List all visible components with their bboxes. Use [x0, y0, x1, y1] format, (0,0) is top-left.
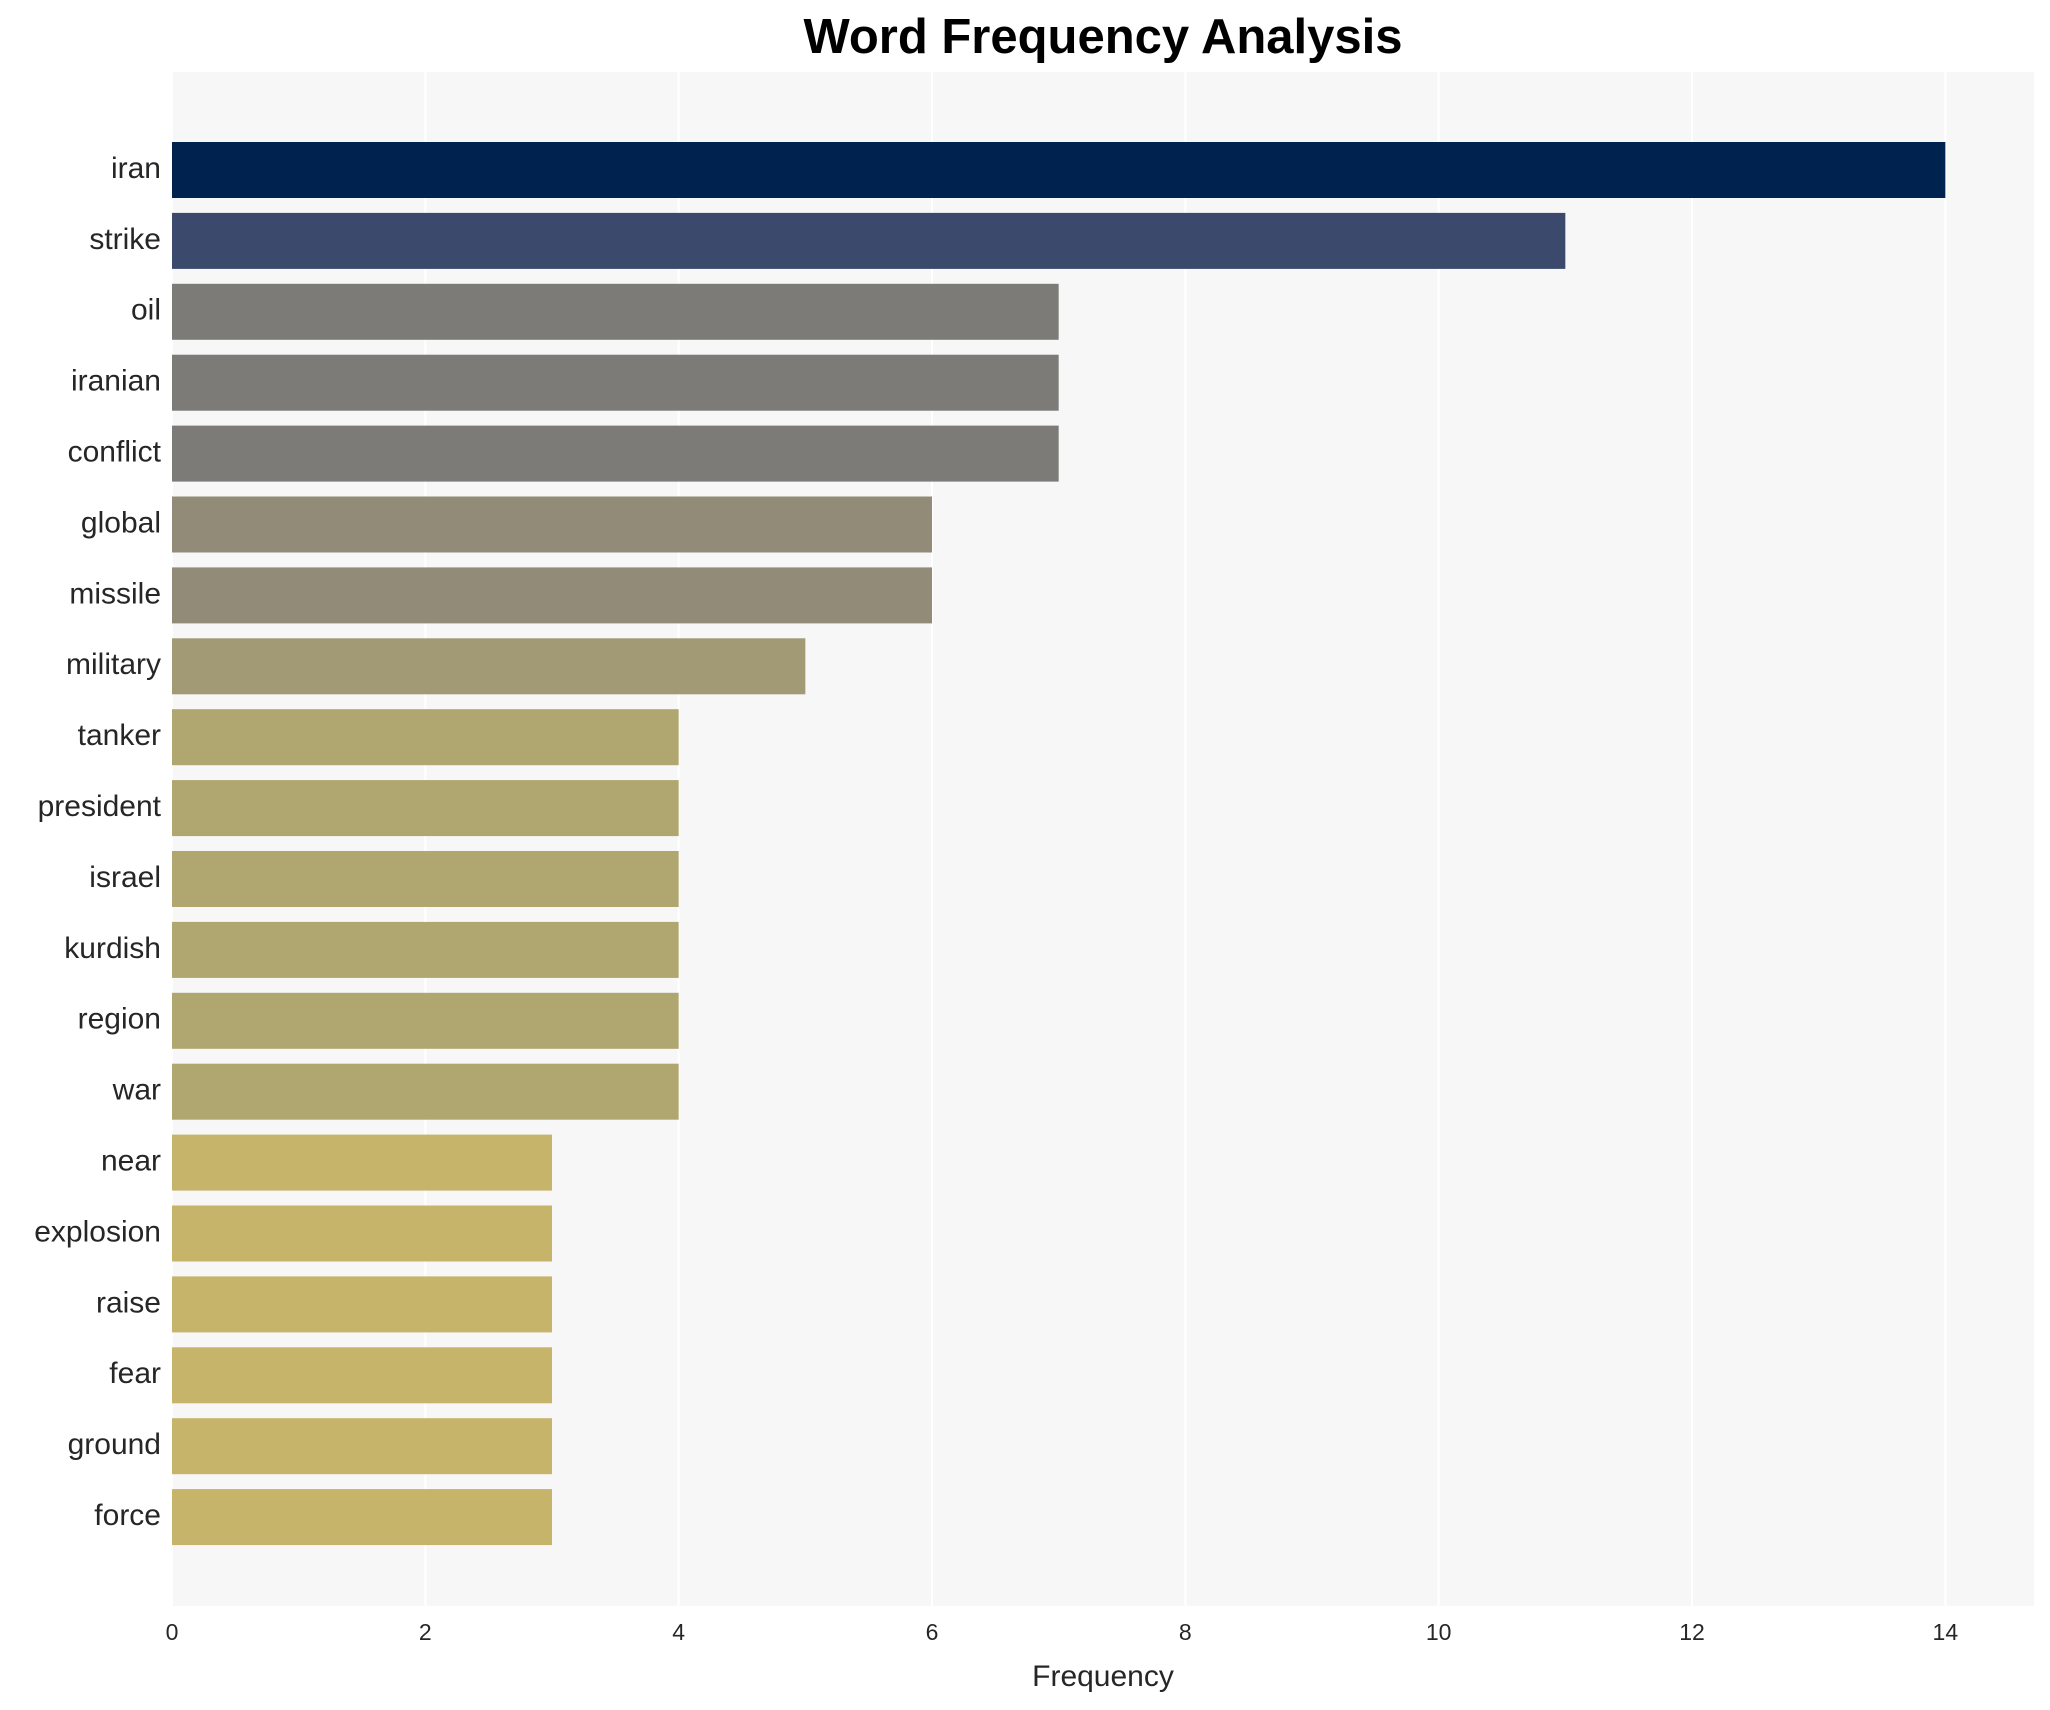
bar [172, 1418, 552, 1475]
bar [172, 1276, 552, 1333]
y-tick-label: israel [89, 861, 161, 894]
bar [172, 709, 679, 766]
bar [172, 992, 679, 1049]
x-tick-label: 8 [1179, 1619, 1192, 1645]
y-tick-label: ground [68, 1428, 161, 1461]
bar [172, 354, 1059, 411]
y-tick-label: military [66, 648, 161, 681]
bar [172, 142, 1946, 198]
bar [172, 1063, 679, 1120]
bar [172, 425, 1059, 482]
bar [172, 567, 932, 624]
y-tick-label: fear [109, 1357, 161, 1390]
y-tick-label: kurdish [64, 932, 161, 965]
x-axis-label: Frequency [1032, 1660, 1174, 1693]
bar [172, 1347, 552, 1404]
x-tick-label: 2 [419, 1619, 432, 1645]
y-tick-label: oil [131, 294, 161, 327]
y-tick-label: iran [111, 152, 161, 185]
bar [172, 1205, 552, 1262]
y-tick-label: tanker [78, 719, 161, 752]
x-tick-label: 6 [926, 1619, 939, 1645]
bar [172, 780, 679, 837]
bar [172, 1134, 552, 1191]
x-tick-label: 14 [1933, 1619, 1959, 1645]
bar [172, 638, 806, 695]
x-tick-label: 4 [672, 1619, 685, 1645]
x-tick-label: 10 [1426, 1619, 1452, 1645]
y-tick-label: conflict [68, 436, 162, 469]
y-tick-label: president [38, 790, 162, 823]
y-tick-label: iranian [71, 365, 161, 398]
bar [172, 283, 1059, 340]
y-tick-label: missile [69, 577, 161, 610]
y-tick-label: near [101, 1145, 161, 1178]
y-tick-label: strike [89, 223, 161, 256]
y-tick-label: global [81, 506, 161, 539]
x-tick-label: 12 [1679, 1619, 1705, 1645]
bar [172, 851, 679, 907]
y-tick-label: region [78, 1003, 161, 1036]
x-tick-label: 0 [166, 1619, 179, 1645]
bar [172, 496, 932, 553]
bar [172, 212, 1566, 269]
chart-title: Word Frequency Analysis [803, 10, 1402, 64]
y-tick-label: raise [96, 1286, 161, 1319]
y-tick-label: war [112, 1074, 161, 1107]
bar [172, 921, 679, 978]
bar [172, 1489, 552, 1546]
y-tick-label: explosion [34, 1215, 161, 1248]
y-tick-label: force [94, 1499, 161, 1532]
